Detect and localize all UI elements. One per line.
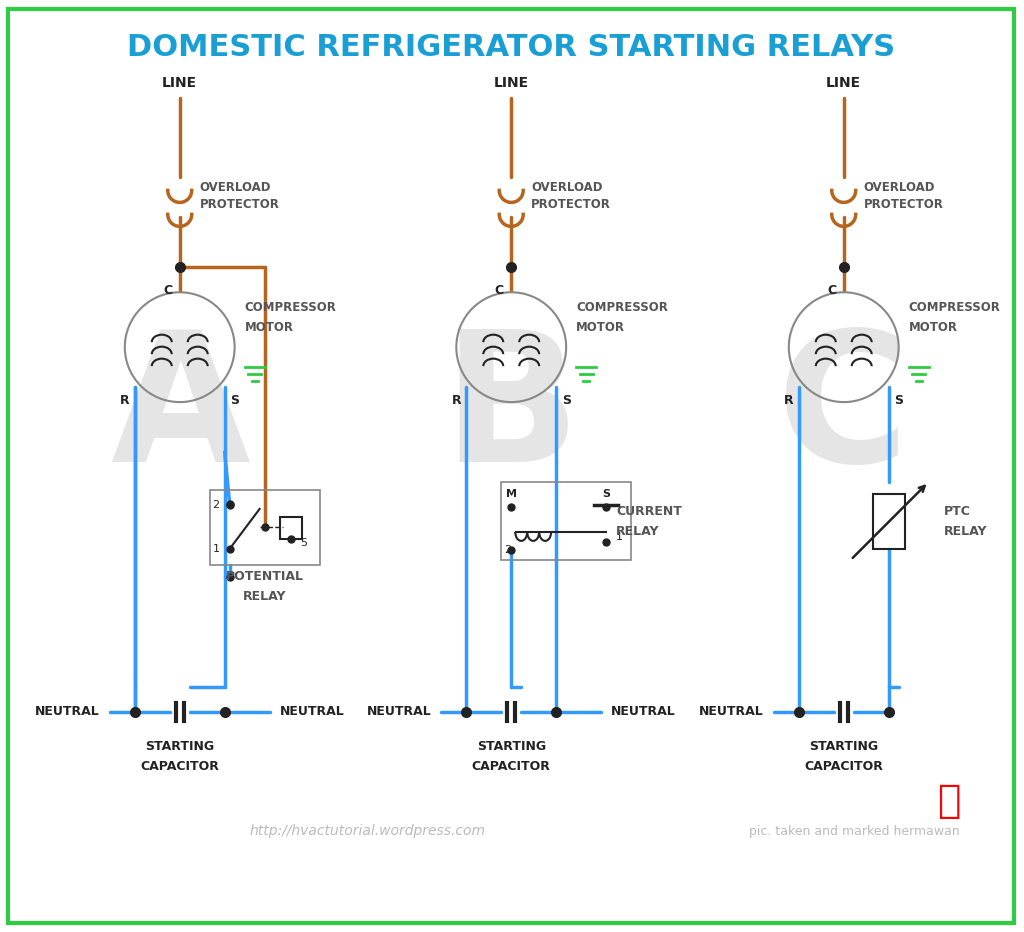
Text: RELAY: RELAY bbox=[943, 526, 987, 539]
Text: COMPRESSOR: COMPRESSOR bbox=[577, 301, 668, 314]
Text: STARTING: STARTING bbox=[145, 740, 214, 753]
Text: PROTECTOR: PROTECTOR bbox=[531, 198, 611, 211]
Text: C: C bbox=[827, 283, 837, 296]
Text: LINE: LINE bbox=[162, 75, 198, 89]
Text: OVERLOAD: OVERLOAD bbox=[863, 181, 935, 194]
Text: B: B bbox=[442, 324, 580, 500]
Text: http://hvactutorial.wordpress.com: http://hvactutorial.wordpress.com bbox=[250, 825, 485, 839]
Bar bbox=[280, 517, 301, 539]
Text: 2: 2 bbox=[504, 545, 511, 555]
Text: DOMESTIC REFRIGERATOR STARTING RELAYS: DOMESTIC REFRIGERATOR STARTING RELAYS bbox=[127, 34, 895, 62]
Text: C: C bbox=[495, 283, 504, 296]
Text: RELAY: RELAY bbox=[616, 526, 659, 539]
Text: PROTECTOR: PROTECTOR bbox=[863, 198, 943, 211]
Text: 1: 1 bbox=[616, 532, 623, 541]
Text: POTENTIAL: POTENTIAL bbox=[225, 570, 303, 583]
Text: MOTOR: MOTOR bbox=[577, 321, 625, 334]
Text: CAPACITOR: CAPACITOR bbox=[140, 761, 219, 773]
Text: OVERLOAD: OVERLOAD bbox=[531, 181, 603, 194]
Text: S: S bbox=[561, 393, 570, 406]
Text: COMPRESSOR: COMPRESSOR bbox=[245, 301, 337, 314]
Text: MOTOR: MOTOR bbox=[245, 321, 294, 334]
Text: LINE: LINE bbox=[494, 75, 528, 89]
Text: 5: 5 bbox=[301, 538, 307, 548]
Text: LINE: LINE bbox=[826, 75, 861, 89]
Text: PTC: PTC bbox=[943, 505, 971, 518]
Text: S: S bbox=[602, 489, 610, 499]
Text: 1: 1 bbox=[213, 544, 220, 554]
Bar bbox=[210, 490, 319, 565]
Text: S: S bbox=[894, 393, 903, 406]
Text: CAPACITOR: CAPACITOR bbox=[472, 761, 551, 773]
Text: OVERLOAD: OVERLOAD bbox=[200, 181, 271, 194]
Bar bbox=[872, 495, 904, 549]
Text: NEUTRAL: NEUTRAL bbox=[367, 706, 431, 719]
Text: A: A bbox=[110, 324, 250, 500]
Text: M: M bbox=[506, 489, 517, 499]
Text: C: C bbox=[163, 283, 172, 296]
Text: 2: 2 bbox=[213, 500, 220, 510]
Text: NEUTRAL: NEUTRAL bbox=[699, 706, 764, 719]
Text: NEUTRAL: NEUTRAL bbox=[611, 706, 676, 719]
Text: NEUTRAL: NEUTRAL bbox=[35, 706, 100, 719]
Text: CAPACITOR: CAPACITOR bbox=[804, 761, 883, 773]
Text: R: R bbox=[452, 393, 461, 406]
Text: S: S bbox=[230, 393, 240, 406]
Text: C: C bbox=[777, 324, 910, 500]
Text: R: R bbox=[120, 393, 130, 406]
Text: COMPRESSOR: COMPRESSOR bbox=[908, 301, 1000, 314]
Text: STARTING: STARTING bbox=[476, 740, 546, 753]
Text: RELAY: RELAY bbox=[243, 590, 287, 603]
Text: NEUTRAL: NEUTRAL bbox=[280, 706, 344, 719]
Text: 🐟: 🐟 bbox=[937, 783, 961, 820]
Text: PROTECTOR: PROTECTOR bbox=[200, 198, 280, 211]
Text: STARTING: STARTING bbox=[809, 740, 879, 753]
Text: pic. taken and marked hermawan: pic. taken and marked hermawan bbox=[749, 825, 959, 838]
Text: MOTOR: MOTOR bbox=[908, 321, 957, 334]
Text: CURRENT: CURRENT bbox=[616, 505, 682, 518]
Text: R: R bbox=[784, 393, 794, 406]
Bar bbox=[501, 482, 631, 560]
